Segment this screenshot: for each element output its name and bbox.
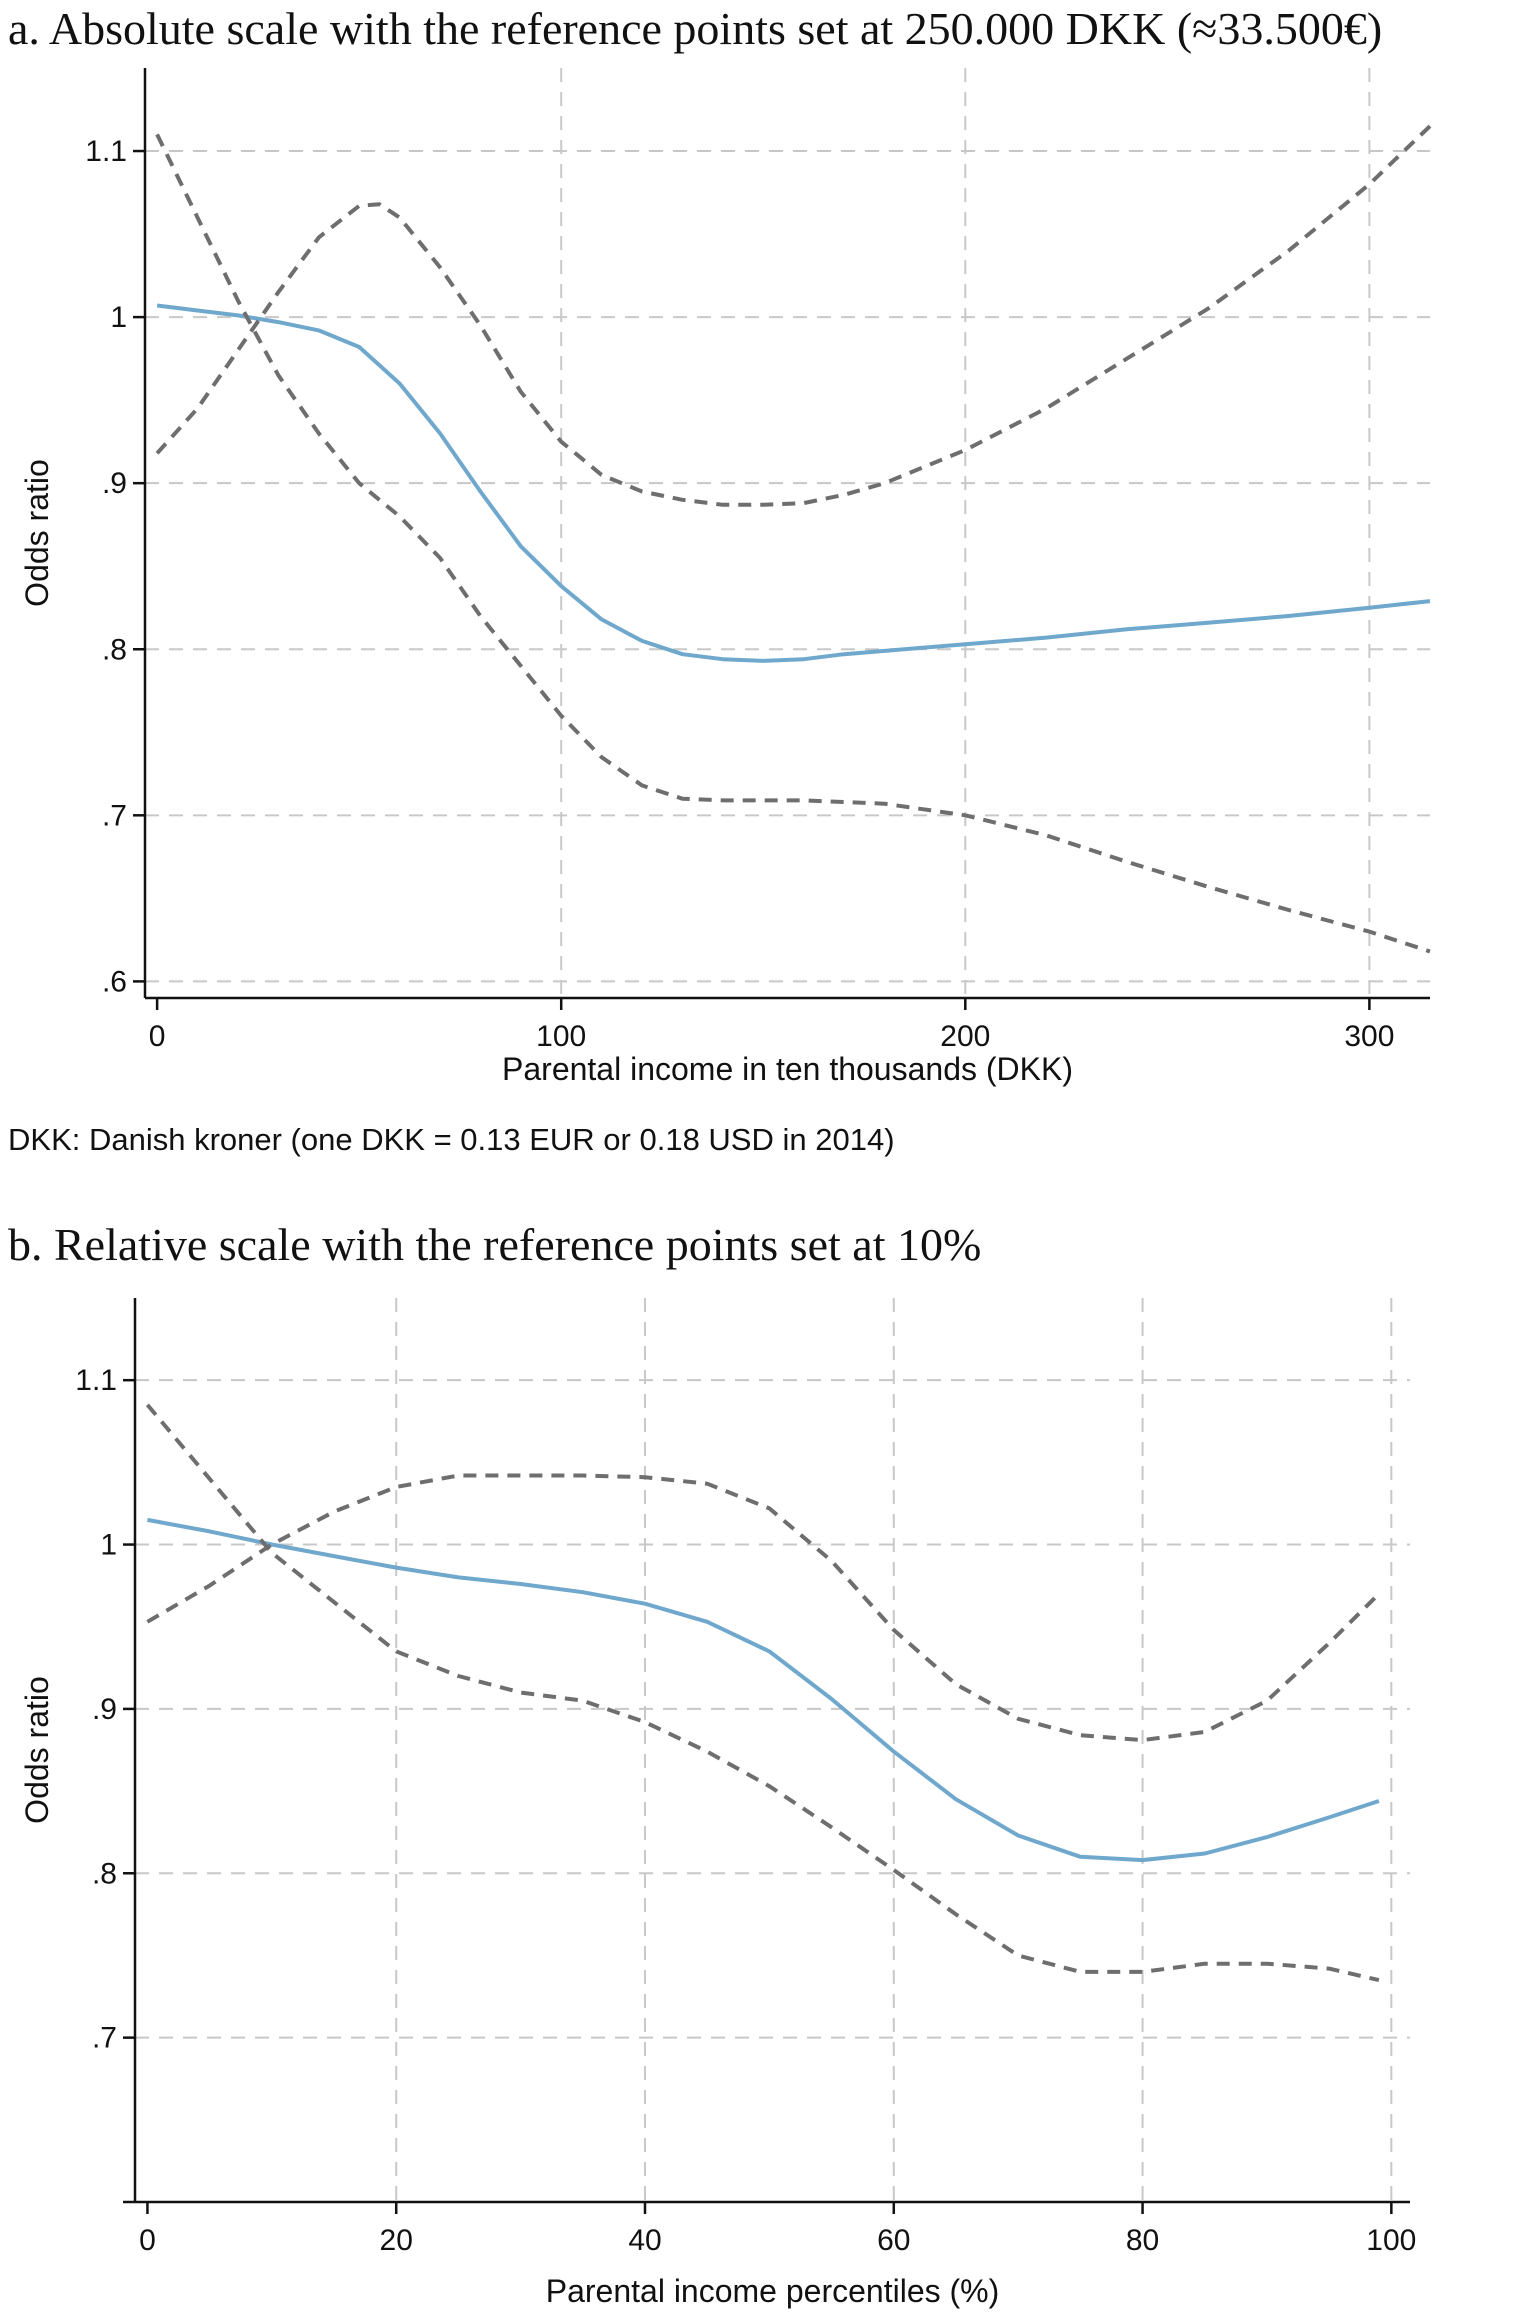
gridlines <box>135 1298 1410 2203</box>
y-tick-label: .8 <box>102 633 127 666</box>
y-axis-title: Odds ratio <box>19 1676 55 1824</box>
y-tick-label: .6 <box>102 965 127 998</box>
x-tick-label: 0 <box>139 2224 156 2257</box>
x-axis-title: Parental income in ten thousands (DKK) <box>502 1051 1073 1087</box>
x-tick-label: 40 <box>628 2224 661 2257</box>
series-line-upper-ci <box>146 1473 1381 1743</box>
series-line-lower-ci <box>155 133 1431 954</box>
x-tick-label: 300 <box>1344 1020 1394 1053</box>
series-line-lower-ci <box>145 1403 1380 1983</box>
y-tick-label: .7 <box>102 799 127 832</box>
x-tick-label: 20 <box>380 2224 413 2257</box>
chart-absolute-scale: .6 .7 .8 .9 1 1.1 0 100 200 300 Parental income in… <box>19 68 1432 1087</box>
series-line-estimate <box>147 1517 1380 1863</box>
panel-a-title: a. Absolute scale with the reference poi… <box>8 3 1383 54</box>
series-line-upper-ci <box>155 124 1432 507</box>
chart-relative-scale: .7 .8 .9 1 1.1 0 20 40 60 80 100 Parental income pe… <box>19 1298 1416 2309</box>
panel-b-title: b. Relative scale with the reference poi… <box>8 1219 982 1270</box>
y-tick-label: 1 <box>100 1529 117 1562</box>
x-tick-label: 0 <box>149 1020 166 1053</box>
x-tick-label: 60 <box>877 2224 910 2257</box>
y-tick-label: .8 <box>92 1857 117 1890</box>
gridlines <box>145 68 1430 998</box>
x-tick-label: 200 <box>940 1020 990 1053</box>
y-tick-label: 1.1 <box>85 135 127 168</box>
y-tick-label: .9 <box>102 467 127 500</box>
y-tick-label: .7 <box>92 2022 117 2055</box>
x-tick-label: 100 <box>536 1020 586 1053</box>
y-axis-title: Odds ratio <box>19 459 55 607</box>
currency-note: DKK: Danish kroner (one DKK = 0.13 EUR o… <box>8 1122 895 1157</box>
x-tick-label: 80 <box>1126 2224 1159 2257</box>
x-axis-title: Parental income percentiles (%) <box>546 2273 1000 2309</box>
x-tick-label: 100 <box>1366 2224 1416 2257</box>
y-tick-label: .9 <box>92 1693 117 1726</box>
y-tick-label: 1.1 <box>75 1364 117 1397</box>
y-tick-label: 1 <box>110 301 127 334</box>
series-line-estimate <box>156 303 1431 663</box>
